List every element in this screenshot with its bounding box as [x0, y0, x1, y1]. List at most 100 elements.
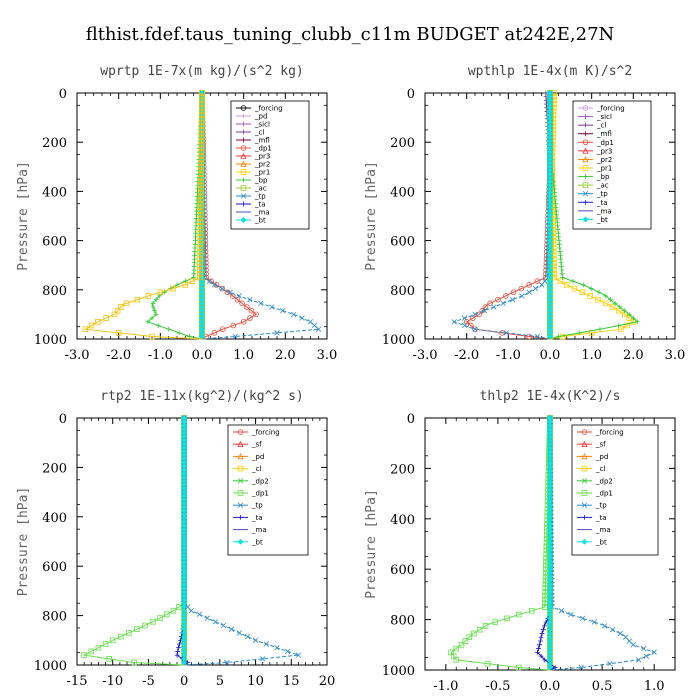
- data-point: [626, 312, 632, 317]
- legend-marker: [581, 465, 588, 472]
- data-point: [198, 186, 204, 192]
- y-tick-label: 0: [59, 87, 67, 102]
- panel-1: wprtp 1E-7x(m kg)/(s^2 kg) Pressure [hPa]…: [16, 64, 337, 363]
- data-point: [228, 626, 235, 632]
- legend-marker: [237, 453, 244, 460]
- y-tick-label: 600: [42, 235, 67, 250]
- data-point: [252, 637, 259, 643]
- data-point: [555, 334, 561, 339]
- data-point: [630, 642, 637, 648]
- legend-label: _pd: [251, 453, 264, 461]
- data-point: [526, 333, 532, 340]
- x-tick-label: -10: [102, 674, 123, 689]
- x-tick-label: 0.5: [592, 679, 613, 694]
- data-point: [534, 278, 541, 284]
- series-bp: [145, 90, 205, 340]
- legend-label: _mfl: [254, 137, 270, 145]
- data-point: [509, 296, 516, 303]
- data-point: [547, 333, 553, 340]
- x-tick-label: -0.5: [485, 679, 510, 694]
- legend-label: _tp: [254, 193, 266, 201]
- legend-label: _cl: [254, 129, 264, 137]
- data-point: [299, 315, 305, 321]
- data-point: [198, 130, 205, 137]
- data-point: [176, 330, 182, 336]
- series-dp1: [81, 415, 187, 666]
- data-point: [197, 208, 204, 214]
- data-point: [547, 664, 553, 671]
- panel-title: rtp2 1E-11x(kg^2)/(kg^2 s): [100, 389, 304, 404]
- y-tick-label: 600: [390, 563, 415, 578]
- data-point: [198, 138, 205, 144]
- data-point: [615, 307, 622, 314]
- data-point: [552, 665, 558, 670]
- x-tick-label: -5: [142, 674, 155, 689]
- data-point: [487, 300, 493, 307]
- data-point: [608, 297, 613, 303]
- data-point: [247, 315, 253, 321]
- data-point: [211, 330, 218, 336]
- legend-label: _dp2: [595, 477, 613, 485]
- legend-label: _pr2: [254, 161, 270, 169]
- data-point: [579, 289, 586, 296]
- y-tick-label: 800: [42, 610, 67, 625]
- y-axis-label: Pressure [hPa]: [364, 161, 379, 271]
- data-point: [181, 659, 188, 666]
- data-point: [176, 645, 181, 651]
- legend-marker: [240, 160, 247, 167]
- data-point: [117, 304, 124, 310]
- data-point: [458, 642, 465, 648]
- data-point: [597, 326, 603, 332]
- data-point: [453, 645, 460, 652]
- data-point: [484, 660, 491, 667]
- data-point: [117, 633, 124, 640]
- data-point: [534, 333, 541, 340]
- x-tick-label: 5: [216, 674, 224, 689]
- data-point: [155, 323, 161, 328]
- x-tick-label: -3.0: [412, 348, 437, 363]
- data-point: [315, 326, 322, 332]
- legend-label: _dp1: [251, 490, 269, 498]
- data-point: [102, 641, 109, 647]
- data-point: [502, 293, 509, 299]
- legend-marker: [581, 440, 588, 447]
- data-point: [95, 644, 102, 651]
- legend-marker: [241, 201, 246, 207]
- data-point: [274, 330, 280, 336]
- data-point: [198, 134, 205, 141]
- legend-marker: [241, 129, 246, 135]
- data-point: [651, 649, 657, 656]
- data-point: [175, 649, 181, 654]
- data-point: [247, 296, 253, 303]
- data-point: [88, 322, 95, 329]
- data-point: [518, 285, 525, 292]
- data-point: [170, 285, 176, 292]
- data-point: [198, 116, 205, 122]
- data-point: [125, 630, 132, 636]
- data-point: [280, 308, 286, 314]
- data-point: [198, 193, 204, 200]
- legend: _forcing_sicl_cl_mfl_dp1_pr3_pr2_pr1_bp_…: [572, 100, 652, 230]
- data-point: [535, 649, 540, 655]
- legend-label: _dp1: [596, 139, 614, 147]
- legend-label: _bt: [595, 538, 607, 546]
- data-point: [557, 278, 564, 284]
- data-point: [461, 322, 468, 329]
- data-point: [134, 626, 140, 632]
- legend-marker: [583, 131, 588, 137]
- legend-label: _cl: [595, 465, 605, 473]
- legend-label: _forcing: [251, 429, 280, 437]
- legend-frame: [572, 100, 652, 230]
- data-point: [115, 330, 122, 336]
- legend-label: _mfl: [596, 130, 612, 138]
- data-point: [170, 607, 177, 614]
- legend-label: _tp: [595, 502, 607, 510]
- y-tick-label: 1000: [382, 664, 415, 679]
- data-point: [157, 615, 163, 621]
- data-point: [482, 623, 489, 629]
- series-line: [183, 418, 299, 666]
- data-point: [212, 619, 219, 625]
- data-point: [106, 656, 112, 662]
- legend-marker: [583, 174, 588, 179]
